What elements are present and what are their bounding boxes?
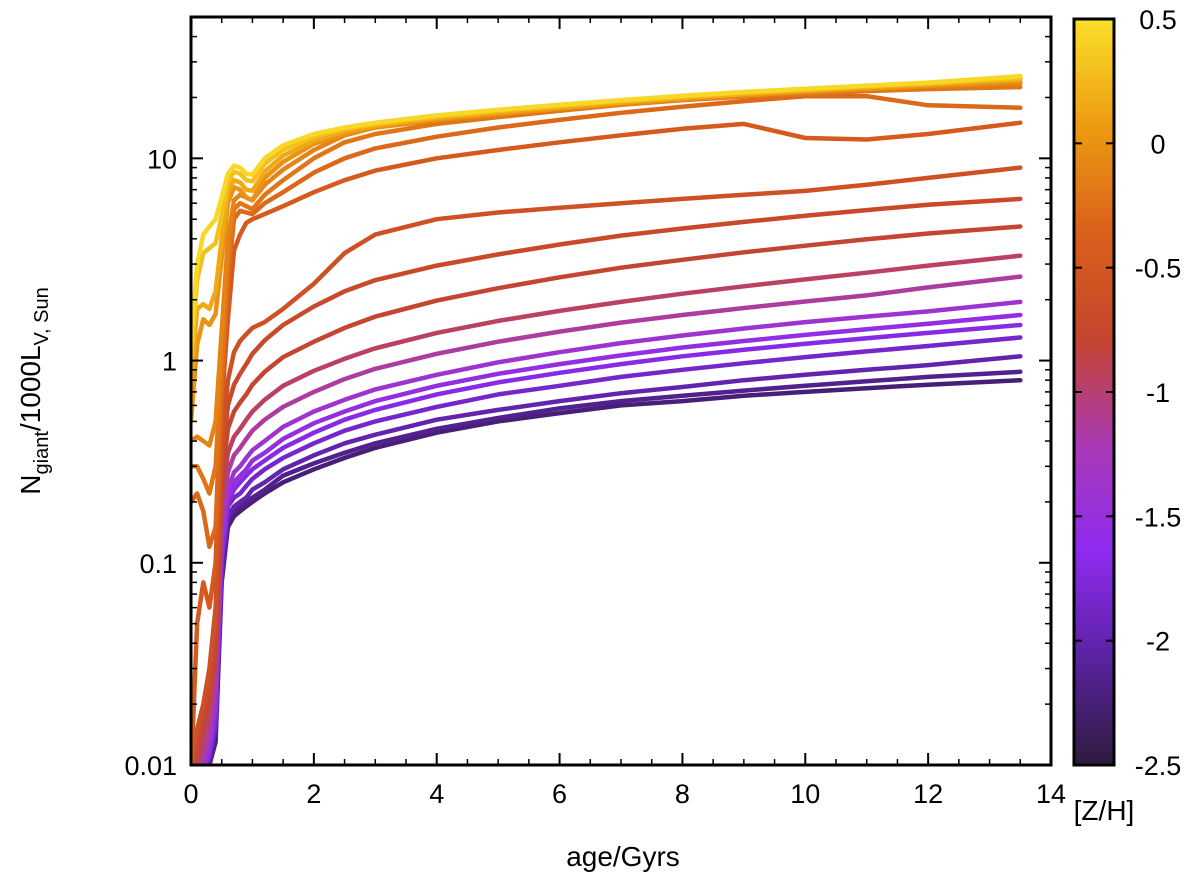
x-tick-label: 14 (1036, 779, 1066, 809)
colorbar-title: [Z/H] (1074, 795, 1135, 826)
colorbar-tick-label: 0.5 (1139, 5, 1177, 35)
x-tick-label: 6 (552, 779, 567, 809)
series-line-12 (191, 120, 1023, 765)
x-tick-label: 2 (306, 779, 321, 809)
x-tick-label: 12 (913, 779, 943, 809)
series-layer (191, 73, 1023, 765)
y-axis-title-sub1: giant (31, 431, 53, 475)
colorbar-tick-label: -0.5 (1135, 254, 1182, 284)
y-axis-title-sub2: V, Sun (31, 287, 53, 345)
series-line-13 (191, 93, 1023, 550)
colorbar-tick-label: -2.5 (1135, 751, 1182, 781)
y-tick-label: 0.01 (124, 751, 177, 781)
y-axis-title-mid: /1000L (15, 345, 46, 431)
y-tick-label: 10 (147, 144, 177, 174)
colorbar-tick-label: -1 (1146, 378, 1170, 408)
x-axis-title: age/Gyrs (566, 841, 680, 872)
y-axis-title-main: N (15, 474, 46, 494)
colorbar-tick-label: 0 (1150, 129, 1165, 159)
series-line-11 (191, 165, 1023, 765)
y-axis-title: Ngiant/1000LV, Sun (15, 287, 53, 494)
x-tick-label: 0 (183, 779, 198, 809)
y-tick-label: 0.1 (139, 549, 177, 579)
colorbar-tick-label: -2 (1146, 627, 1170, 657)
x-axis: 0 2 4 6 8 10 12 14 (183, 17, 1066, 809)
y-tick-label: 1 (162, 347, 177, 377)
series-line-19 (191, 73, 1023, 347)
y-axis: 0.01 0.1 1 10 (124, 16, 1051, 781)
x-tick-label: 10 (790, 779, 820, 809)
x-tick-label: 8 (675, 779, 690, 809)
x-tick-label: 4 (429, 779, 444, 809)
colorbar-axis: 0.5 0 -0.5 -1 -1.5 -2 -2.5 (1074, 5, 1181, 781)
svg-text:Ngiant/1000LV, Sun: Ngiant/1000LV, Sun (15, 287, 53, 494)
colorbar-tick-label: -1.5 (1135, 502, 1182, 532)
